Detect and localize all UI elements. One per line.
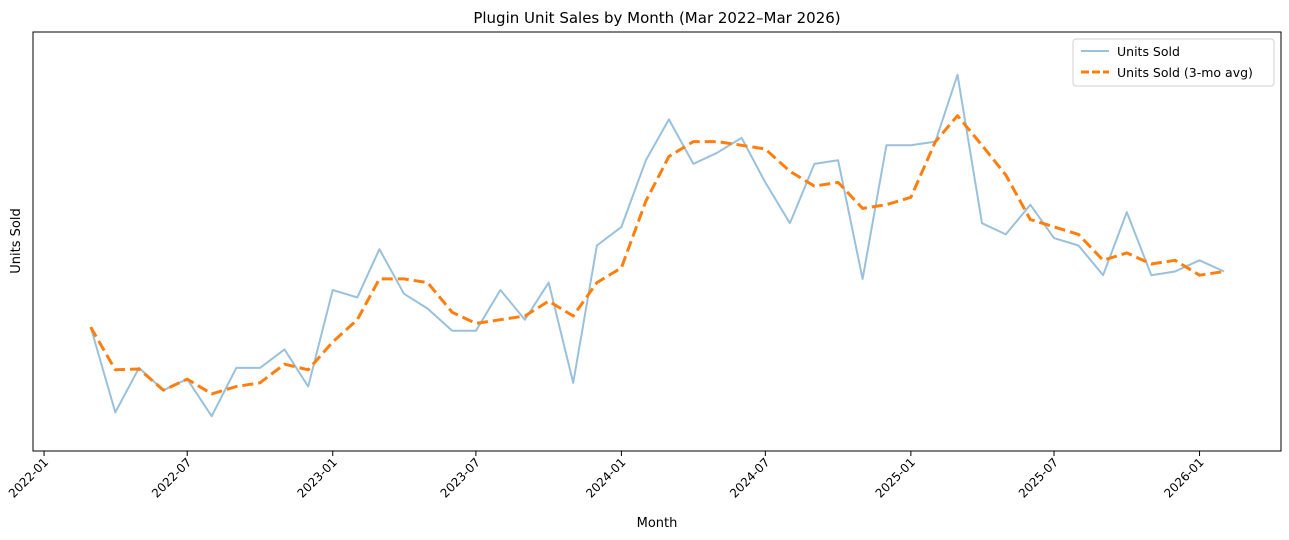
legend: Units Sold Units Sold (3-mo avg) (1072, 38, 1275, 87)
x-tick-label: 2024-07 (727, 455, 772, 500)
x-tick-label: 2023-07 (438, 455, 483, 500)
x-axis: 2022-01 2022-07 2023-01 2023-07 2024-01 2024-… (6, 451, 1207, 501)
legend-box (1072, 38, 1275, 87)
plot-frame (32, 31, 1282, 452)
x-tick-label: 2025-01 (873, 455, 918, 500)
chart-title: Plugin Unit Sales by Month (Mar 2022–Mar… (473, 9, 840, 27)
x-tick-label: 2024-01 (583, 455, 628, 500)
x-tick-label: 2022-01 (6, 455, 51, 500)
x-tick-label: 2023-01 (295, 455, 340, 500)
y-axis-label: Units Sold (9, 208, 24, 273)
x-tick-label: 2022-07 (149, 455, 194, 500)
legend-label-units-sold: Units Sold (1117, 44, 1180, 59)
x-tick-label: 2026-01 (1161, 455, 1206, 500)
x-tick-label: 2025-07 (1016, 455, 1061, 500)
x-axis-label: Month (637, 516, 678, 531)
plot-area (32, 31, 1282, 452)
series-line-units-sold (89, 73, 1225, 418)
legend-label-units-sold-avg: Units Sold (3-mo avg) (1117, 65, 1253, 80)
series-line-units-sold-avg (89, 114, 1225, 396)
